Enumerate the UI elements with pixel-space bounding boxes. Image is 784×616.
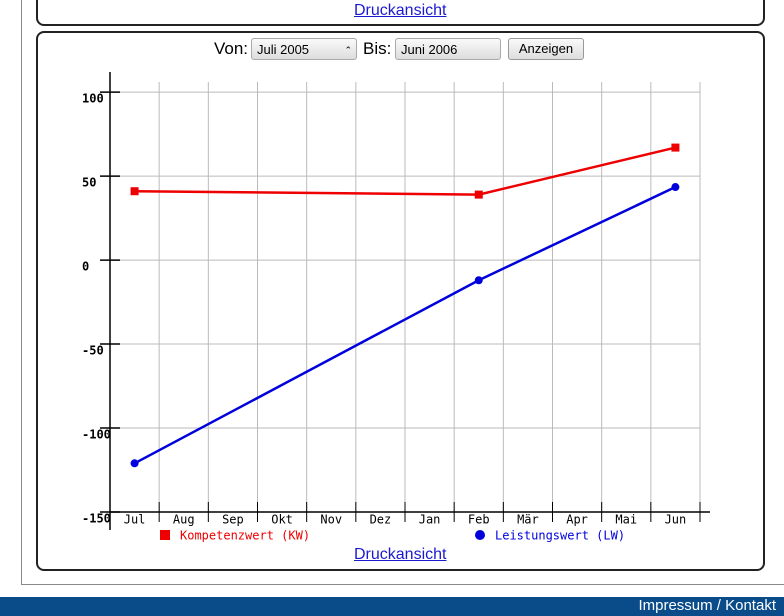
chart: -150 -100 -50 0 50 100 Jul Aug Sep Okt Nov Dez Jan Fe… — [82, 72, 710, 543]
top-panel — [36, 0, 765, 26]
to-value: Juni 2006 — [401, 42, 458, 57]
from-label: Von: — [214, 39, 249, 58]
legend-marker — [160, 530, 170, 540]
x-tick-label: Sep — [222, 513, 244, 527]
y-tick-label: 100 — [82, 92, 104, 106]
from-value: Juli 2005 — [257, 42, 310, 57]
marker — [474, 276, 483, 285]
y-tick-label: 50 — [82, 176, 96, 190]
x-tick-label: Dez — [370, 513, 392, 527]
container — [21, 0, 784, 585]
to-label: Bis: — [363, 39, 392, 58]
y-tick-label: 0 — [82, 260, 89, 274]
print-link-bottom[interactable]: Druckansicht — [354, 546, 447, 563]
x-tick-label: Jan — [419, 513, 441, 527]
y-tick-label: -50 — [82, 344, 104, 358]
legend-label: Leistungswert (LW) — [495, 529, 625, 543]
marker — [130, 459, 139, 468]
from-select[interactable]: Juli 2005 ⌃ — [251, 38, 357, 60]
x-tick-label: Mär — [517, 513, 539, 527]
y-tick-label: -150 — [82, 512, 111, 526]
marker — [671, 143, 680, 152]
x-tick-label: Jul — [124, 513, 146, 527]
marker — [130, 187, 139, 196]
x-tick-label: Mai — [615, 513, 637, 527]
to-select[interactable]: Juni 2006 — [395, 38, 501, 60]
marker — [671, 183, 680, 192]
x-tick-label: Okt — [271, 513, 293, 527]
x-tick-label: Aug — [173, 513, 195, 527]
legend-label: Kompetenzwert (KW) — [180, 529, 310, 543]
x-tick-label: Nov — [320, 513, 342, 527]
show-button[interactable]: Anzeigen — [508, 38, 584, 60]
y-tick-label: -100 — [82, 428, 111, 442]
marker — [474, 190, 483, 199]
legend-marker — [475, 530, 485, 540]
print-link[interactable]: Druckansicht — [354, 2, 447, 19]
footer-bar: Impressum / Kontakt — [0, 597, 784, 616]
chart-panel — [36, 31, 765, 571]
footer-link[interactable]: Impressum / Kontakt — [638, 597, 776, 614]
x-tick-label: Apr — [566, 513, 588, 527]
x-tick-label: Jun — [665, 513, 687, 527]
x-tick-label: Feb — [468, 513, 490, 527]
